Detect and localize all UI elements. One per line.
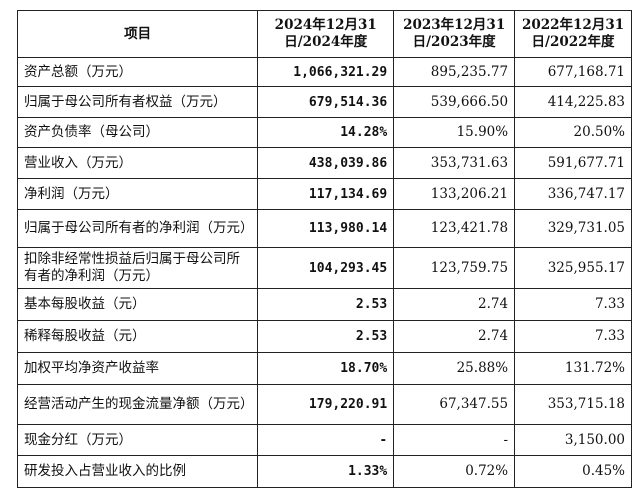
value-2024: 2.53 [257,320,395,353]
table-row: 归属于母公司所有者的净利润（万元） 113,980.14 123,421.78 329… [16,209,632,248]
value-2022: 353,715.18 [514,384,632,425]
row-label: 资产负债率（母公司） [16,117,259,148]
value-2022: 591,677.71 [514,147,632,179]
value-2023: 133,206.21 [393,178,516,210]
value-2022: 336,747.17 [514,178,632,210]
value-2024: 438,039.86 [257,147,395,179]
value-2024: - [257,424,395,456]
value-2022: 414,225.83 [514,86,632,118]
value-2023: 123,421.78 [393,209,516,248]
row-label: 经营活动产生的现金流量净额（万元） [16,384,259,425]
header-row: 项目 2024年12月31日/2024年度 2023年12月31日/2023年度… [16,10,632,58]
value-2024: 679,514.36 [257,86,395,118]
value-2024: 1.33% [257,455,395,488]
table-row: 研发投入占营业收入的比例 1.33% 0.72% 0.45% [16,455,632,488]
row-label: 基本每股收益（元） [16,288,259,321]
table-row: 资产负债率（母公司） 14.28% 15.90% 20.50% [16,117,632,148]
row-label: 净利润（万元） [16,178,259,210]
value-2023: 895,235.77 [393,57,516,87]
row-label: 扣除非经常性损益后归属于母公司所有者的净利润（万元） [16,247,259,289]
table-row: 经营活动产生的现金流量净额（万元） 179,220.91 67,347.55 353,… [16,384,632,425]
value-2024: 104,293.45 [257,247,395,289]
value-2024: 179,220.91 [257,384,395,425]
value-2024: 2.53 [257,288,395,321]
header-2023: 2023年12月31日/2023年度 [393,10,516,58]
table-row: 基本每股收益（元） 2.53 2.74 7.33 [16,288,632,321]
table-row: 归属于母公司所有者权益（万元） 679,514.36 539,666.50 414,2… [16,86,632,118]
header-2024: 2024年12月31日/2024年度 [257,10,395,58]
table-row: 营业收入（万元） 438,039.86 353,731.63 591,677.71 [16,147,632,179]
table-row: 资产总额（万元） 1,066,321.29 895,235.77 677,168.71 [16,57,632,87]
row-label: 加权平均净资产收益率 [16,352,259,385]
row-label: 研发投入占营业收入的比例 [16,455,259,488]
value-2023: 123,759.75 [393,247,516,289]
table-row: 现金分红（万元） - -3,150.00 [16,424,632,456]
value-2023: 539,666.50 [393,86,516,118]
value-2022: 7.33 [514,288,632,321]
value-2024: 113,980.14 [257,209,395,248]
table-row: 扣除非经常性损益后归属于母公司所有者的净利润（万元） 104,293.45 123,… [16,247,632,289]
table-row: 加权平均净资产收益率 18.70% 25.88% 131.72% [16,352,632,385]
header-item: 项目 [16,10,259,58]
value-2022: 7.33 [514,320,632,353]
row-label: 营业收入（万元） [16,147,259,179]
value-2024: 18.70% [257,352,395,385]
value-2022: 0.45% [514,455,632,488]
row-label: 稀释每股收益（元） [16,320,259,353]
value-2023: - [393,424,516,456]
row-label: 资产总额（万元） [16,57,259,87]
value-2023: 2.74 [393,288,516,321]
value-2024: 117,134.69 [257,178,395,210]
financial-table: 项目 2024年12月31日/2024年度 2023年12月31日/2023年度… [16,10,632,488]
value-2024: 14.28% [257,117,395,148]
value-2022: 677,168.71 [514,57,632,87]
row-label: 归属于母公司所有者权益（万元） [16,86,259,118]
header-2022: 2022年12月31日/2022年度 [514,10,632,58]
value-2024: 1,066,321.29 [257,57,395,87]
value-2022: 3,150.00 [514,424,632,456]
value-2022: 329,731.05 [514,209,632,248]
value-2023: 67,347.55 [393,384,516,425]
value-2023: 2.74 [393,320,516,353]
row-label: 归属于母公司所有者的净利润（万元） [16,209,259,248]
table-row: 稀释每股收益（元） 2.53 2.74 7.33 [16,320,632,353]
value-2023: 353,731.63 [393,147,516,179]
value-2023: 25.88% [393,352,516,385]
value-2022: 20.50% [514,117,632,148]
value-2022: 131.72% [514,352,632,385]
value-2022: 325,955.17 [514,247,632,289]
value-2023: 0.72% [393,455,516,488]
value-2023: 15.90% [393,117,516,148]
table-row: 净利润（万元） 117,134.69 133,206.21 336,747.17 [16,178,632,210]
row-label: 现金分红（万元） [16,424,259,456]
